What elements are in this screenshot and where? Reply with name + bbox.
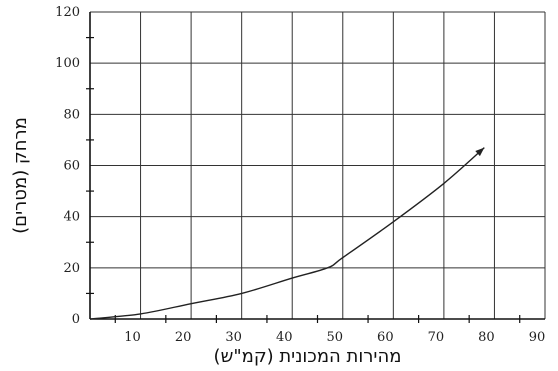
x-tick-label: 60 (377, 330, 394, 345)
y-tick-label: 0 (72, 312, 80, 327)
x-tick-label: 90 (529, 330, 546, 345)
y-tick-label: 60 (63, 159, 80, 174)
x-axis-title: מהירות המכונית (קמ"ש) (214, 346, 402, 367)
y-axis-title: מרחק (מטרים) (10, 117, 31, 234)
x-tick-label: 50 (327, 330, 344, 345)
y-tick-label: 100 (55, 56, 80, 71)
y-tick-label: 80 (63, 107, 80, 122)
series-line (89, 147, 485, 320)
grid-layer (89, 11, 546, 320)
y-tick-label: 120 (55, 5, 80, 20)
series-layer (89, 147, 485, 320)
y-tick-label: 40 (63, 210, 80, 225)
label-layer: מהירות המכונית (קמ"ש) מרחק (מטרים) (10, 117, 401, 367)
tick-layer: 0 20 40 60 80 100 120 10 20 30 40 50 60 70 80 90 (55, 5, 545, 345)
y-tick-label: 20 (63, 261, 80, 276)
x-tick-label: 80 (478, 330, 495, 345)
x-tick-label: 70 (428, 330, 445, 345)
x-tick-label: 30 (225, 330, 242, 345)
series-arrowhead (475, 147, 485, 157)
x-tick-label: 10 (124, 330, 141, 345)
x-tick-label: 40 (276, 330, 293, 345)
x-tick-label: 20 (175, 330, 192, 345)
